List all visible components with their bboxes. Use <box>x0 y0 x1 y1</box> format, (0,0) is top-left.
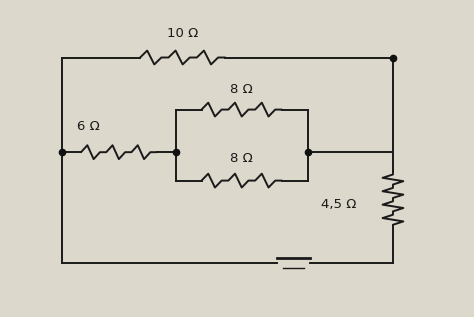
Text: 6 Ω: 6 Ω <box>77 120 100 133</box>
Text: 4,5 Ω: 4,5 Ω <box>321 198 356 211</box>
Text: 8 Ω: 8 Ω <box>230 82 253 95</box>
Text: 8 Ω: 8 Ω <box>230 152 253 165</box>
Text: 10 Ω: 10 Ω <box>167 27 198 40</box>
